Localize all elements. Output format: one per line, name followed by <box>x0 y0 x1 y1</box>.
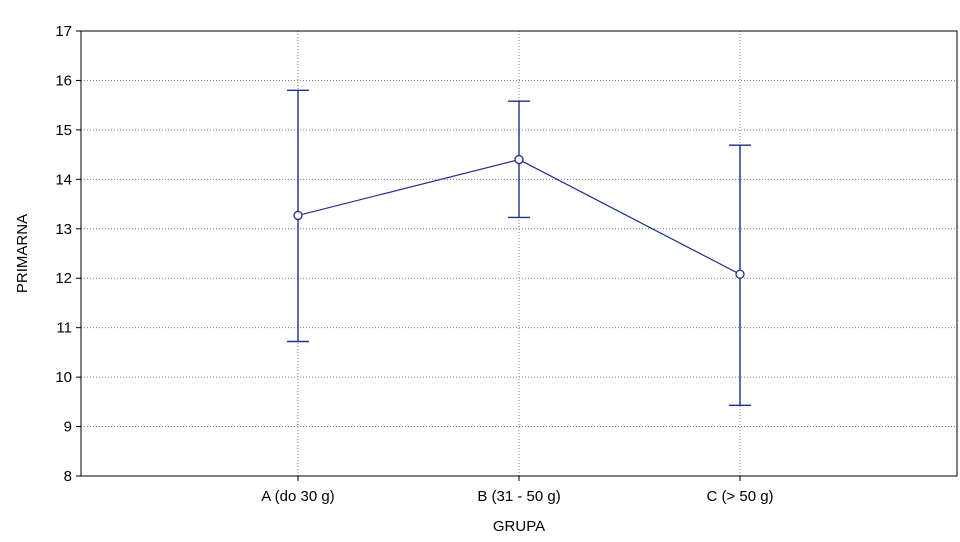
data-point <box>736 270 744 278</box>
y-axis-ticks: 8 9 10 11 12 13 14 15 16 17 <box>55 23 81 485</box>
x-axis-title: GRUPA <box>493 518 545 535</box>
y-tick-label: 11 <box>56 320 72 337</box>
data-point <box>515 156 523 164</box>
data-point <box>294 211 302 219</box>
y-tick-label: 17 <box>55 23 72 40</box>
y-tick-label: 14 <box>55 171 72 188</box>
x-tick-label: C (> 50 g) <box>706 488 773 505</box>
y-tick-label: 8 <box>64 468 72 485</box>
grid-layer <box>81 31 957 476</box>
x-tick-label: A (do 30 g) <box>261 488 334 505</box>
y-tick-label: 12 <box>55 270 72 287</box>
x-axis-ticks: A (do 30 g) B (31 - 50 g) C (> 50 g) <box>261 476 773 505</box>
y-tick-label: 13 <box>55 221 72 238</box>
y-tick-label: 16 <box>55 72 72 89</box>
y-axis-title: PRIMARNA <box>14 214 31 293</box>
y-tick-label: 10 <box>55 369 72 386</box>
y-tick-label: 9 <box>64 419 72 436</box>
y-tick-label: 15 <box>55 122 72 139</box>
x-tick-label: B (31 - 50 g) <box>477 488 560 505</box>
